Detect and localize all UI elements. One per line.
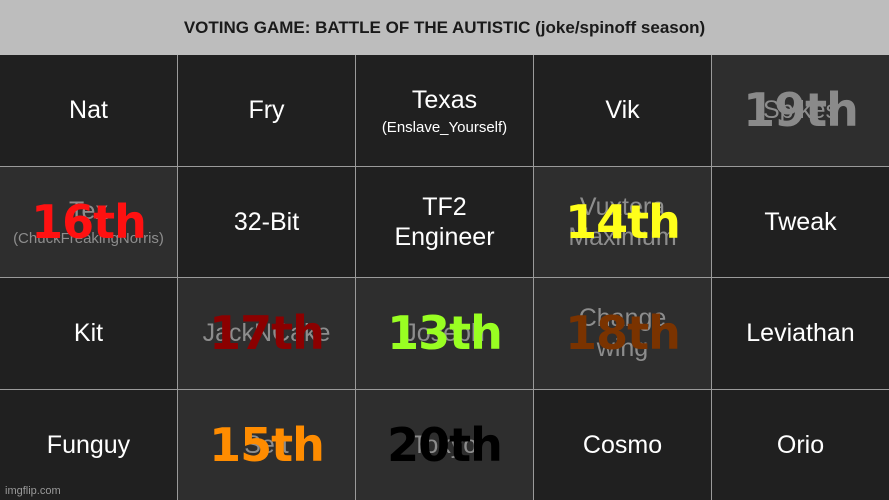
contestant-cell-32-bit: 32-Bit: [178, 166, 355, 277]
contestant-name: Kit: [73, 319, 104, 348]
contestant-name: Funguy: [46, 430, 131, 459]
page-title: VOTING GAME: BATTLE OF THE AUTISTIC (jok…: [183, 17, 706, 37]
watermark: imgflip.com: [5, 485, 61, 497]
contestant-cell-fry: Fry: [178, 55, 355, 166]
title-bar: VOTING GAME: BATTLE OF THE AUTISTIC (jok…: [0, 0, 889, 55]
contestant-name: Change wing: [578, 304, 667, 363]
contestant-name: Tokyo: [411, 430, 478, 459]
contestant-name: Vik: [605, 96, 640, 125]
contestant-name: Fry: [248, 96, 285, 125]
contestant-cell-funguy: Funguy: [0, 389, 177, 500]
contestant-name: Joseph: [404, 319, 485, 348]
contestant-cell-leviathan: Leviathan: [712, 278, 889, 389]
contestant-name: JackNCake: [202, 319, 331, 348]
contestant-name: Texas: [411, 85, 478, 114]
contestant-cell-tokyo: Tokyo 20th: [356, 389, 533, 500]
contestant-name: Spikes: [762, 96, 839, 125]
contestant-name: Tweak: [764, 207, 837, 236]
contestant-name: Sett: [244, 430, 289, 459]
contestant-name: Vuxtera Maximum: [568, 192, 677, 251]
contestant-cell-kit: Kit: [0, 278, 177, 389]
contestant-cell-sett: Sett 15th: [178, 389, 355, 500]
contestant-cell-spikes: Spikes 19th: [712, 55, 889, 166]
contestant-grid: Nat Fry Texas (Enslave_Yourself) Vik Spikes 19…: [0, 55, 889, 500]
contestant-name: 32-Bit: [233, 207, 300, 236]
contestant-cell-cosmo: Cosmo: [534, 389, 711, 500]
contestant-cell-texas: Texas (Enslave_Yourself): [356, 55, 533, 166]
contestant-name: TF2 Engineer: [394, 192, 495, 251]
contestant-cell-vik: Vik: [534, 55, 711, 166]
contestant-cell-orio: Orio: [712, 389, 889, 500]
contestant-name: Orio: [776, 430, 825, 459]
contestant-name: Cosmo: [582, 430, 663, 459]
contestant-cell-joseph: Joseph 13th: [356, 278, 533, 389]
contestant-name: Tex: [69, 197, 108, 226]
contestant-cell-tex: Tex (ChuckFreakingNorris) 16th: [0, 166, 177, 277]
contestant-cell-jackncake: JackNCake 17th: [178, 278, 355, 389]
contestant-cell-tweak: Tweak: [712, 166, 889, 277]
contestant-alias: (Enslave_Yourself): [381, 118, 508, 136]
contestant-alias: (ChuckFreakingNorris): [13, 230, 164, 248]
contestant-cell-tf2-engineer: TF2 Engineer: [356, 166, 533, 277]
contestant-name: Leviathan: [746, 319, 855, 348]
contestant-cell-nat: Nat: [0, 55, 177, 166]
contestant-name: Nat: [69, 96, 108, 125]
contestant-cell-vuxtera-maximum: Vuxtera Maximum 14th: [534, 166, 711, 277]
contestant-cell-change-wing: Change wing 18th: [534, 278, 711, 389]
